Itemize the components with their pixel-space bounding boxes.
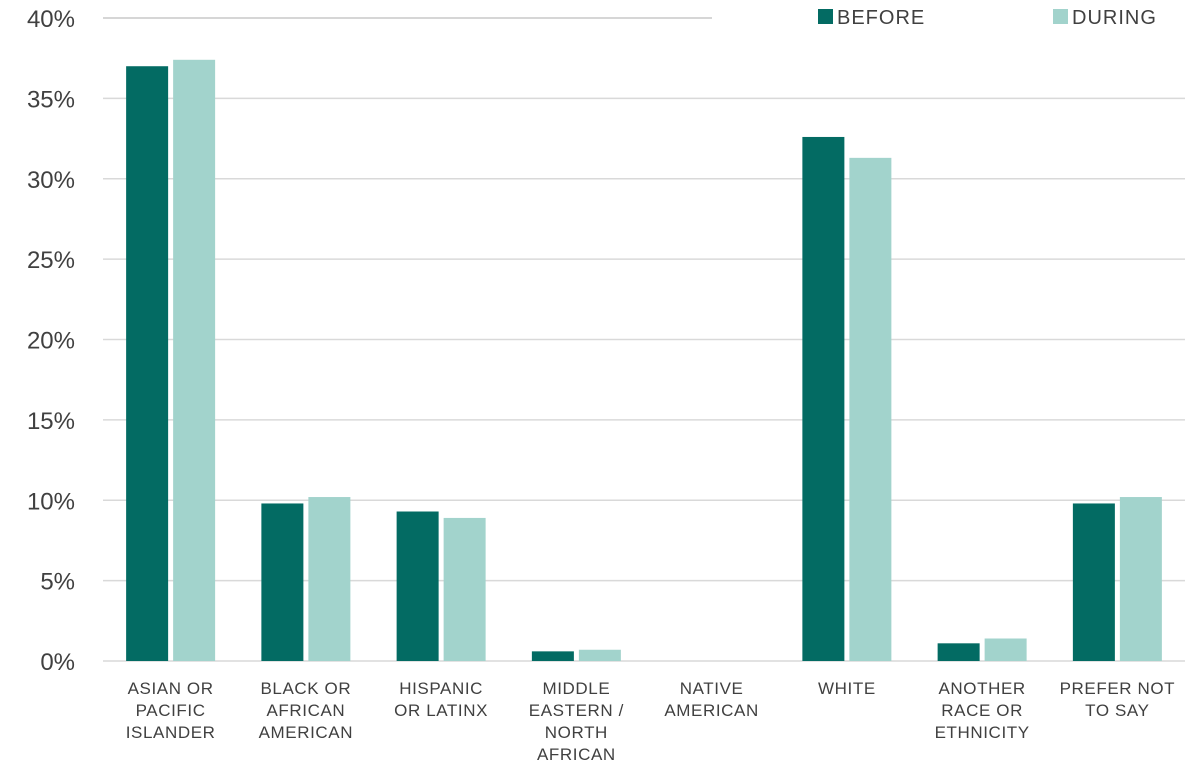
x-category-label: HISPANIC OR LATINX: [394, 679, 488, 720]
bar-during-5: [849, 157, 892, 662]
bar-before-3: [531, 651, 574, 661]
bar-before-1: [261, 503, 304, 661]
y-tick-label: 15%: [27, 408, 75, 435]
bar-before-2: [396, 511, 439, 661]
bar-during-7: [1119, 497, 1162, 661]
bar-during-6: [984, 638, 1027, 661]
bars: [126, 59, 1162, 662]
y-tick-label: 5%: [40, 569, 75, 596]
x-category-label: NATIVE AMERICAN: [664, 679, 759, 720]
bar-during-2: [443, 517, 486, 661]
x-axis: ASIAN OR PACIFIC ISLANDER BLACK OR AFRICAN AM…: [126, 679, 1175, 764]
bar-before-6: [937, 643, 980, 661]
x-category-label: MIDDLE EASTERN / NORTH AFRICAN: [529, 679, 624, 764]
x-category-label: BLACK OR AFRICAN AMERICAN: [259, 679, 354, 742]
bar-during-1: [308, 497, 351, 661]
legend: BEFORE DURING: [818, 7, 1157, 29]
y-tick-label: 30%: [27, 167, 75, 194]
bar-before-7: [1072, 503, 1115, 661]
legend-swatch-during: [1053, 9, 1068, 24]
bar-during-0: [173, 59, 216, 662]
legend-label-during: DURING: [1072, 7, 1157, 29]
legend-swatch-before: [818, 9, 833, 24]
y-tick-label: 10%: [27, 488, 75, 515]
y-tick-label: 35%: [27, 86, 75, 113]
bar-before-0: [126, 66, 169, 662]
y-tick-label: 40%: [27, 6, 75, 33]
y-tick-label: 20%: [27, 328, 75, 355]
x-category-label: PREFER NOT TO SAY: [1060, 679, 1176, 720]
y-axis: 0% 5% 10% 15% 20% 25% 30% 35% 40%: [27, 6, 75, 676]
x-category-label: ASIAN OR PACIFIC ISLANDER: [126, 679, 216, 742]
y-tick-label: 25%: [27, 247, 75, 274]
y-tick-label: 0%: [40, 649, 75, 676]
bar-before-5: [802, 136, 845, 661]
x-category-label: WHITE: [818, 679, 876, 698]
x-category-label: ANOTHER RACE OR ETHNICITY: [935, 679, 1030, 742]
bar-during-3: [578, 649, 621, 661]
legend-label-before: BEFORE: [837, 7, 925, 29]
